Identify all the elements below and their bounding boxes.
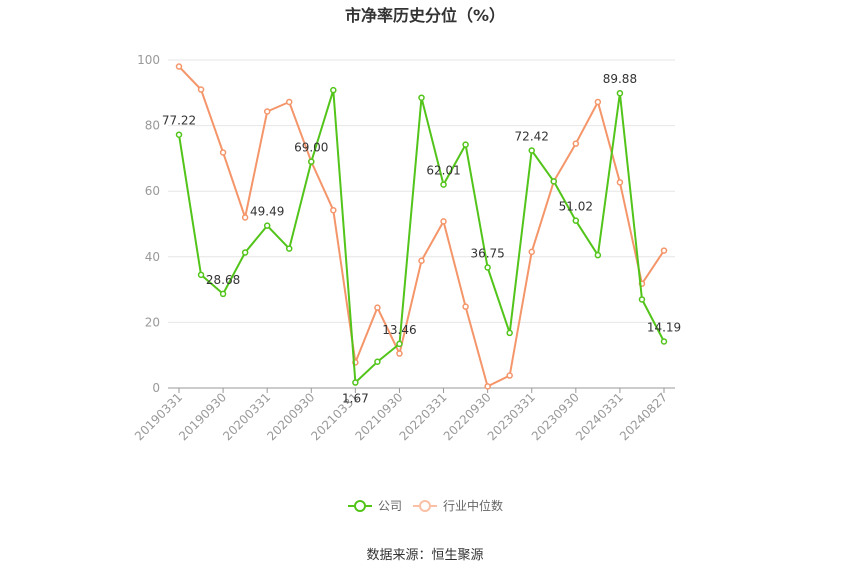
data-point-company [241, 249, 249, 256]
data-point-industry-median [374, 304, 381, 311]
y-axis: 0 20 40 60 80 100 [137, 53, 160, 395]
y-tick-label-20: 20 [145, 315, 160, 329]
data-point-industry-median [506, 372, 513, 379]
data-point-company [638, 296, 646, 303]
data-point-industry-median [528, 248, 535, 256]
data-point-company [660, 338, 668, 345]
chart-title: 市净率历史分位（%） [345, 6, 505, 25]
legend-label-company: 公司 [378, 499, 402, 513]
data-label: 62.01 [426, 164, 460, 178]
data-label: 36.75 [470, 246, 504, 260]
data-point-company [440, 181, 447, 188]
data-point-industry-median [330, 206, 337, 214]
data-point-industry-median [396, 350, 403, 357]
y-tick-label-0: 0 [152, 381, 160, 395]
data-label: 1.67 [342, 392, 369, 406]
data-point-company [616, 89, 624, 97]
x-axis: 2019033120190930202003312020093020210331… [132, 387, 675, 443]
data-label: 89.88 [603, 72, 637, 86]
data-labels: 77.22 28.68 49.49 69.00 1.67 13.46 62.01 36.75 7… [162, 72, 681, 405]
data-point-company [396, 340, 403, 348]
data-point-company [308, 158, 315, 165]
data-point-company [197, 271, 205, 279]
data-label: 77.22 [162, 114, 196, 128]
grid [168, 59, 675, 323]
data-point-industry-median [594, 98, 602, 106]
data-point-company [330, 86, 337, 94]
data-label: 51.02 [559, 200, 593, 214]
series-lines [175, 63, 668, 390]
data-point-industry-median [462, 303, 469, 310]
data-point-company [528, 147, 535, 154]
data-label: 49.49 [250, 205, 284, 219]
data-point-industry-median [418, 257, 425, 264]
legend-item-industry-median[interactable]: 行业中位数 [413, 498, 503, 513]
data-point-company [418, 94, 425, 101]
data-point-company [175, 131, 183, 138]
data-point-industry-median [197, 86, 205, 93]
data-point-industry-median [219, 149, 227, 156]
data-label: 14.19 [647, 320, 681, 334]
data-point-industry-median [616, 179, 624, 186]
data-point-industry-median [660, 247, 668, 254]
legend-label-industry-median: 行业中位数 [443, 498, 503, 513]
y-tick-label-100: 100 [137, 53, 160, 67]
legend[interactable]: 公司 行业中位数 [348, 498, 503, 513]
data-point-company [572, 217, 580, 224]
data-point-company [594, 251, 602, 259]
data-point-company [374, 358, 381, 366]
data-label: 72.42 [515, 129, 549, 143]
data-point-company [285, 245, 293, 252]
y-tick-label-60: 60 [145, 184, 160, 198]
data-point-industry-median [572, 140, 580, 147]
data-label: 28.68 [206, 273, 240, 287]
legend-item-company[interactable]: 公司 [348, 499, 402, 513]
data-label: 69.00 [294, 141, 328, 155]
data-point-company [462, 141, 469, 148]
data-point-industry-median [285, 98, 293, 106]
data-point-industry-median [175, 63, 183, 70]
series-line-industry-median [178, 65, 665, 388]
data-point-company [263, 222, 271, 229]
data-label: 13.46 [382, 323, 416, 337]
y-tick-label-80: 80 [145, 119, 160, 133]
data-point-industry-median [484, 383, 491, 390]
data-point-company [352, 379, 359, 386]
data-point-company [484, 264, 491, 271]
series-line-company [178, 89, 665, 384]
data-point-industry-median [241, 214, 249, 221]
y-tick-label-40: 40 [145, 250, 160, 264]
data-point-industry-median [263, 108, 271, 115]
data-point-company [550, 178, 558, 185]
data-point-industry-median [440, 218, 447, 225]
data-point-company [219, 290, 227, 298]
x-tick-label: 20240827 [617, 390, 670, 443]
data-source: 数据来源：恒生聚源 [366, 548, 483, 563]
data-point-company [506, 329, 513, 337]
